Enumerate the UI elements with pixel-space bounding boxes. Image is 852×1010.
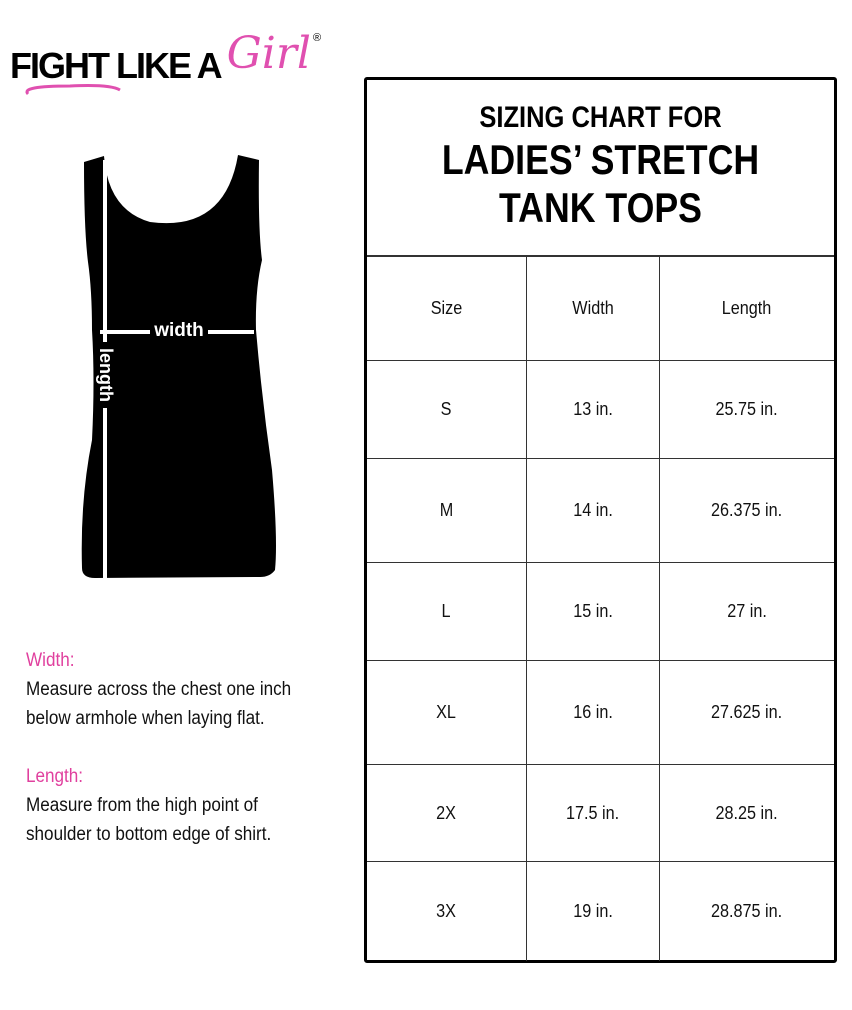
length-label: length (96, 348, 116, 402)
chart-title: SIZING CHART FOR LADIES’ STRETCH TANK TO… (367, 80, 834, 256)
note-heading: Width: (26, 650, 75, 671)
cell: 27 in. (727, 601, 767, 621)
logo-mark: ® (312, 32, 322, 44)
table-row: 3X 19 in. 28.875 in. (367, 861, 834, 961)
cell: 26.375 in. (711, 500, 783, 520)
header-cell: Width (572, 298, 614, 318)
cell: L (441, 601, 451, 621)
note-heading: Length: (26, 766, 84, 787)
width-label: width (153, 320, 204, 341)
table-row: 2X 17.5 in. 28.25 in. (367, 764, 834, 862)
cell: 28.25 in. (715, 802, 778, 823)
header-row: Size Width Length (367, 256, 834, 361)
size-table: Size Width Length S 13 in. 25.75 in. M 14 i… (367, 256, 834, 961)
cell: 27.625 in. (711, 702, 783, 722)
cell: 14 in. (573, 500, 613, 520)
table-row: M 14 in. 26.375 in. (367, 458, 834, 563)
cell: XL (436, 702, 457, 722)
cell: 2X (436, 802, 457, 823)
cell: 28.875 in. (711, 900, 783, 921)
cell: 19 in. (573, 900, 613, 921)
cell: S (441, 399, 452, 419)
note-line: Measure across the chest one inch (26, 679, 292, 700)
sizing-chart: SIZING CHART FOR LADIES’ STRETCH TANK TO… (364, 77, 837, 963)
logo-script: Girl (226, 28, 311, 79)
cell: 17.5 in. (566, 802, 620, 823)
cell: 15 in. (573, 601, 613, 621)
cell: M (439, 500, 454, 520)
cell: 16 in. (573, 702, 613, 722)
logo-text: FIGHT LIKE A (10, 45, 223, 86)
title-line: LADIES’ STRETCH (441, 136, 760, 183)
title-line: SIZING CHART FOR (479, 101, 722, 134)
cell: 13 in. (573, 399, 613, 419)
table-row: XL 16 in. 27.625 in. (367, 660, 834, 765)
table-row: S 13 in. 25.75 in. (367, 360, 834, 459)
swoosh-icon (25, 84, 121, 96)
note-line: shoulder to bottom edge of shirt. (26, 824, 272, 845)
note-line: below armhole when laying flat. (26, 708, 265, 729)
cell: 25.75 in. (715, 399, 778, 419)
header-cell: Length (722, 298, 772, 318)
table-row: L 15 in. 27 in. (367, 562, 834, 661)
width-note: Width: Measure across the chest one inch… (26, 646, 291, 733)
note-line: Measure from the high point of (26, 795, 258, 816)
header-cell: Size (430, 298, 463, 318)
brand-logo: FIGHT LIKE A Girl ® (10, 26, 321, 98)
title-line: TANK TOPS (499, 184, 702, 231)
cell: 3X (436, 900, 457, 921)
length-note: Length: Measure from the high point of s… (26, 762, 271, 849)
